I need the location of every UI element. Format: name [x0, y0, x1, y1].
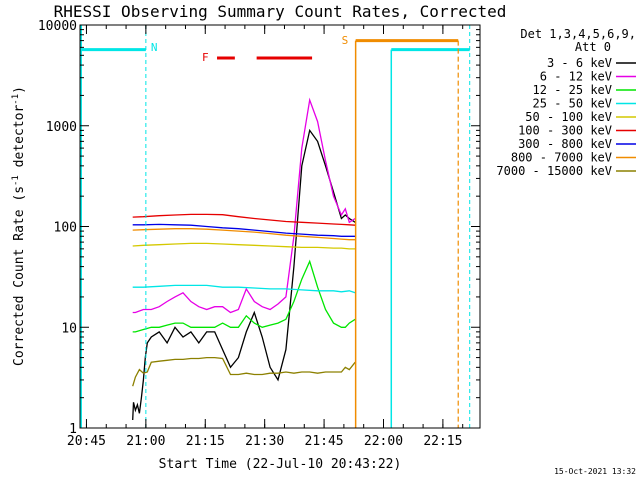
legend-header-line-1: Det 1,3,4,5,6,9, — [520, 27, 636, 41]
night-label: N — [151, 41, 158, 54]
series-line-3 — [132, 284, 356, 294]
annotation-layer: N S F — [80, 25, 471, 428]
y-tick-label-4: 10000 — [38, 19, 77, 34]
x-tick-label-1: 21:00 — [126, 434, 165, 449]
legend-label-7: 800 - 7000 keV — [511, 151, 612, 165]
series-line-7 — [132, 228, 356, 241]
x-tick-label-2: 21:15 — [186, 434, 225, 449]
series-line-5 — [132, 213, 356, 226]
x-axis-label: Start Time (22-Jul-10 20:43:22) — [159, 457, 402, 472]
y-axis-label-main: Corrected Count Rate (s — [12, 186, 27, 366]
legend-label-1: 6 - 12 keV — [540, 70, 612, 84]
x-tick-label-4: 21:45 — [305, 434, 344, 449]
legend-label-3: 25 - 50 keV — [533, 97, 612, 111]
y-tick-label-0: 1 — [69, 422, 77, 437]
y-axis-ticks: 1 10 100 1000 10000 — [38, 19, 480, 437]
series-line-1 — [132, 97, 356, 314]
series-line-8 — [132, 356, 356, 387]
y-axis-label: Corrected Count Rate (s-1 detector-1) — [11, 86, 27, 366]
x-tick-label-3: 21:30 — [245, 434, 284, 449]
x-tick-label-0: 20:45 — [67, 434, 106, 449]
y-tick-label-3: 1000 — [46, 120, 77, 135]
legend-header-line-2: Att 0 — [575, 40, 611, 54]
y-axis-label-end: ) — [12, 86, 27, 94]
series-line-4 — [132, 242, 356, 250]
series-line-6 — [132, 223, 356, 237]
flare-label: F — [202, 51, 209, 64]
legend-label-2: 12 - 25 keV — [533, 83, 612, 97]
x-tick-label-6: 22:15 — [423, 434, 462, 449]
y-tick-label-1: 10 — [61, 321, 77, 336]
series-layer — [132, 97, 356, 421]
y-axis-label-exp2: -1 — [11, 94, 21, 105]
y-axis-label-mid: detector — [12, 105, 27, 176]
plot-frame — [79, 24, 481, 429]
x-tick-label-5: 22:00 — [364, 434, 403, 449]
legend-label-0: 3 - 6 keV — [547, 56, 612, 70]
legend-label-6: 300 - 800 keV — [518, 137, 612, 151]
saa-label: S — [342, 34, 349, 47]
legend-label-8: 7000 - 15000 keV — [496, 164, 612, 178]
legend-label-4: 50 - 100 keV — [525, 110, 612, 124]
chart-title: RHESSI Observing Summary Count Rates, Co… — [54, 2, 507, 21]
footer-timestamp: 15-Oct-2021 13:32 — [554, 467, 636, 476]
x-axis-ticks: 20:45 21:00 21:15 21:30 21:45 22:00 22:15 — [67, 25, 464, 449]
y-axis-label-exp1: -1 — [11, 175, 21, 186]
y-tick-label-2: 100 — [54, 221, 77, 236]
series-line-0 — [132, 128, 356, 421]
legend-label-5: 100 - 300 keV — [518, 124, 612, 138]
series-line-2 — [132, 259, 356, 333]
